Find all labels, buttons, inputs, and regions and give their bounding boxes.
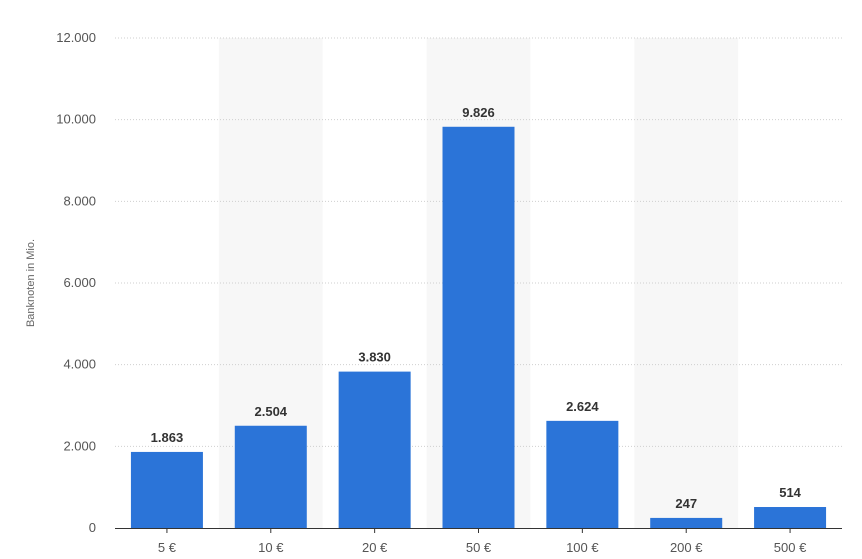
x-tick-label-5: 200 € bbox=[670, 540, 703, 555]
y-axis-ticks: 0 2.000 4.000 6.000 8.000 10.000 12.000 bbox=[56, 30, 96, 535]
x-tick-label-3: 50 € bbox=[466, 540, 492, 555]
y-tick-label: 10.000 bbox=[56, 112, 96, 127]
data-label-6: 514 bbox=[779, 485, 801, 500]
x-tick-label-4: 100 € bbox=[566, 540, 599, 555]
data-label-5: 247 bbox=[675, 496, 697, 511]
y-tick-label: 8.000 bbox=[63, 193, 96, 208]
bar-2 bbox=[338, 371, 411, 528]
x-tick-label-2: 20 € bbox=[362, 540, 388, 555]
x-tick-label-0: 5 € bbox=[158, 540, 177, 555]
data-label-2: 3.830 bbox=[358, 350, 391, 365]
background-band-5 bbox=[634, 38, 739, 528]
y-tick-label: 0 bbox=[89, 520, 96, 535]
bar-3 bbox=[442, 126, 515, 528]
x-tick-label-1: 10 € bbox=[258, 540, 284, 555]
bars bbox=[130, 126, 827, 528]
y-tick-label: 4.000 bbox=[63, 357, 96, 372]
bar-5 bbox=[650, 517, 723, 528]
x-tick-label-6: 500 € bbox=[774, 540, 807, 555]
data-label-0: 1.863 bbox=[151, 430, 184, 445]
data-label-3: 9.826 bbox=[462, 105, 495, 120]
y-tick-label: 2.000 bbox=[63, 438, 96, 453]
data-labels: 1.863 2.504 3.830 9.826 2.624 247 514 bbox=[151, 105, 802, 511]
y-axis-label: Banknoten in Mio. bbox=[25, 239, 37, 327]
bar-6 bbox=[754, 507, 827, 528]
data-label-4: 2.624 bbox=[566, 399, 599, 414]
bar-0 bbox=[130, 451, 203, 528]
bar-1 bbox=[234, 425, 307, 528]
data-label-1: 2.504 bbox=[255, 404, 288, 419]
y-tick-label: 6.000 bbox=[63, 275, 96, 290]
y-tick-label: 12.000 bbox=[56, 30, 96, 45]
x-axis-ticks: 5 € 10 € 20 € 50 € 100 € 200 € 500 € bbox=[158, 528, 807, 555]
bar-4 bbox=[546, 420, 619, 528]
